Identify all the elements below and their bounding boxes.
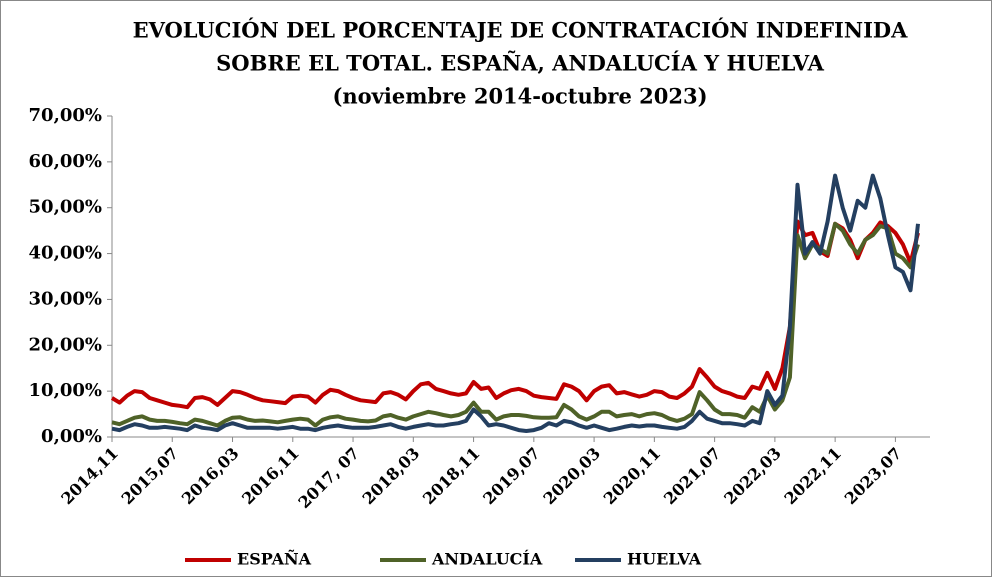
legend-label: ANDALUCÍA	[431, 549, 543, 569]
y-tick-label: 70,00%	[29, 105, 102, 126]
y-tick-label: 50,00%	[29, 197, 102, 218]
y-tick-label: 40,00%	[29, 243, 102, 264]
y-tick-label: 60,00%	[29, 151, 102, 172]
y-tick-label: 10,00%	[29, 380, 102, 401]
y-tick-label: 20,00%	[29, 334, 102, 355]
chart-title: (noviembre 2014-octubre 2023)	[332, 84, 707, 109]
y-tick-label: 0,00%	[41, 426, 102, 447]
y-tick-label: 30,00%	[29, 288, 102, 309]
legend-label: ESPAÑA	[237, 548, 312, 569]
legend-label: HUELVA	[627, 550, 702, 569]
series-line	[110, 219, 920, 410]
series-line	[111, 173, 920, 433]
chart-title: EVOLUCIÓN DEL PORCENTAJE DE CONTRATACIÓN…	[133, 18, 909, 43]
chart-title: SOBRE EL TOTAL. ESPAÑA, ANDALUCÍA Y HUEL…	[216, 51, 824, 76]
